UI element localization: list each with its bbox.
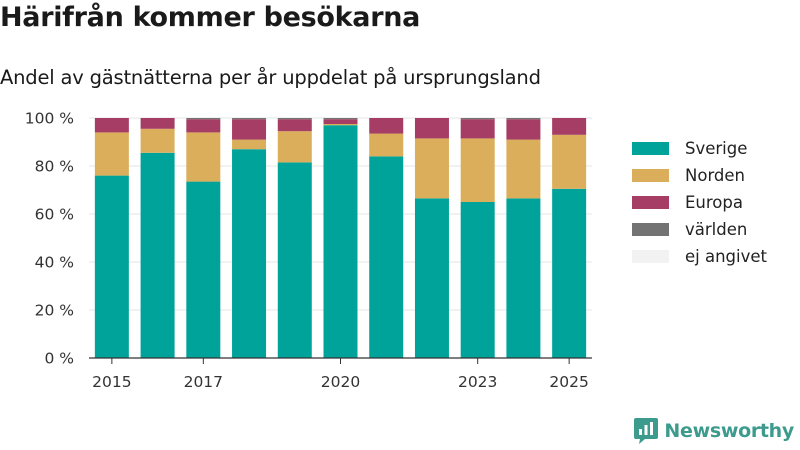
bar-segment-sverige-2022 <box>414 198 449 358</box>
bar-segment-norden-2020 <box>323 124 358 126</box>
y-tick-label: 40 % <box>35 254 74 272</box>
bar-segment-europa-2023 <box>460 119 495 139</box>
bar-segment-norden-2021 <box>369 133 404 157</box>
bar-segment-europa-2021 <box>369 118 404 134</box>
bar-segment-norden-2018 <box>232 139 267 150</box>
chart-subtitle: Andel av gästnätterna per år uppdelat på… <box>0 66 541 89</box>
bar-segment-europa-2017 <box>186 119 221 133</box>
bar-segment-v-rlden-2020 <box>323 118 358 120</box>
bar-segment-europa-2022 <box>414 118 449 139</box>
newsworthy-logo: Newsworthy <box>633 417 794 445</box>
x-tick-label: 2025 <box>549 373 588 391</box>
bar-segment-europa-2015 <box>94 118 129 133</box>
newsworthy-logo-icon <box>634 418 659 444</box>
legend-item: ej angivet <box>632 243 767 270</box>
bar-segment-europa-2019 <box>277 119 312 132</box>
y-tick-label: 20 % <box>35 302 74 320</box>
chart-title: Härifrån kommer besökarna <box>0 2 421 33</box>
bar-segment-norden-2017 <box>186 132 221 182</box>
legend-item: världen <box>632 216 767 243</box>
bar-segment-sverige-2016 <box>140 152 175 358</box>
y-tick-label: 60 % <box>35 206 74 224</box>
y-tick-label: 0 % <box>44 350 74 368</box>
bar-segment-europa-2020 <box>323 119 358 124</box>
legend-item: Norden <box>632 162 767 189</box>
y-tick-label: 80 % <box>35 158 74 176</box>
x-tick-label: 2017 <box>184 373 223 391</box>
x-tick-label: 2015 <box>92 373 131 391</box>
bar-segment-norden-2015 <box>94 132 129 176</box>
newsworthy-logo-text: Newsworthy <box>664 420 794 442</box>
bar-segment-europa-2016 <box>140 118 175 129</box>
legend-item: Sverige <box>632 135 767 162</box>
bar-segment-norden-2025 <box>552 134 587 189</box>
x-tick-label: 2020 <box>321 373 360 391</box>
bar-segment-europa-2018 <box>232 119 267 140</box>
x-tick-label: 2023 <box>458 373 497 391</box>
bar-segment-sverige-2019 <box>277 162 312 358</box>
bar-segment-v-rlden-2019 <box>277 118 312 120</box>
bar-segment-europa-2025 <box>552 118 587 135</box>
bar-segment-sverige-2018 <box>232 149 267 358</box>
bar-segment-norden-2022 <box>414 138 449 199</box>
bar-segment-sverige-2025 <box>552 188 587 358</box>
chart-legend: Sverige Norden Europa världen ej angivet <box>632 135 767 270</box>
bar-segment-sverige-2021 <box>369 156 404 358</box>
bar-segment-v-rlden-2017 <box>186 118 221 120</box>
legend-label: världen <box>685 220 748 239</box>
bar-segment-norden-2019 <box>277 131 312 163</box>
legend-swatch <box>632 142 669 155</box>
legend-item: Europa <box>632 189 767 216</box>
legend-swatch <box>632 250 669 263</box>
bar-segment-v-rlden-2024 <box>506 118 541 120</box>
bar-segment-sverige-2023 <box>460 202 495 358</box>
bar-segment-sverige-2015 <box>94 175 129 358</box>
bar-segment-europa-2024 <box>506 119 541 140</box>
legend-label: Sverige <box>685 139 748 158</box>
legend-label: Norden <box>685 166 746 185</box>
bar-segment-sverige-2024 <box>506 198 541 358</box>
bar-segment-norden-2023 <box>460 138 495 202</box>
legend-swatch <box>632 196 669 209</box>
legend-label: Europa <box>685 193 743 212</box>
legend-label: ej angivet <box>685 247 767 266</box>
bar-segment-v-rlden-2023 <box>460 118 495 120</box>
legend-swatch <box>632 169 669 182</box>
bar-segment-norden-2016 <box>140 128 175 153</box>
bar-segment-sverige-2020 <box>323 125 358 358</box>
y-tick-label: 100 % <box>25 110 74 128</box>
bar-segment-sverige-2017 <box>186 181 221 358</box>
legend-swatch <box>632 223 669 236</box>
bar-segment-v-rlden-2018 <box>232 118 267 120</box>
bar-segment-norden-2024 <box>506 139 541 199</box>
